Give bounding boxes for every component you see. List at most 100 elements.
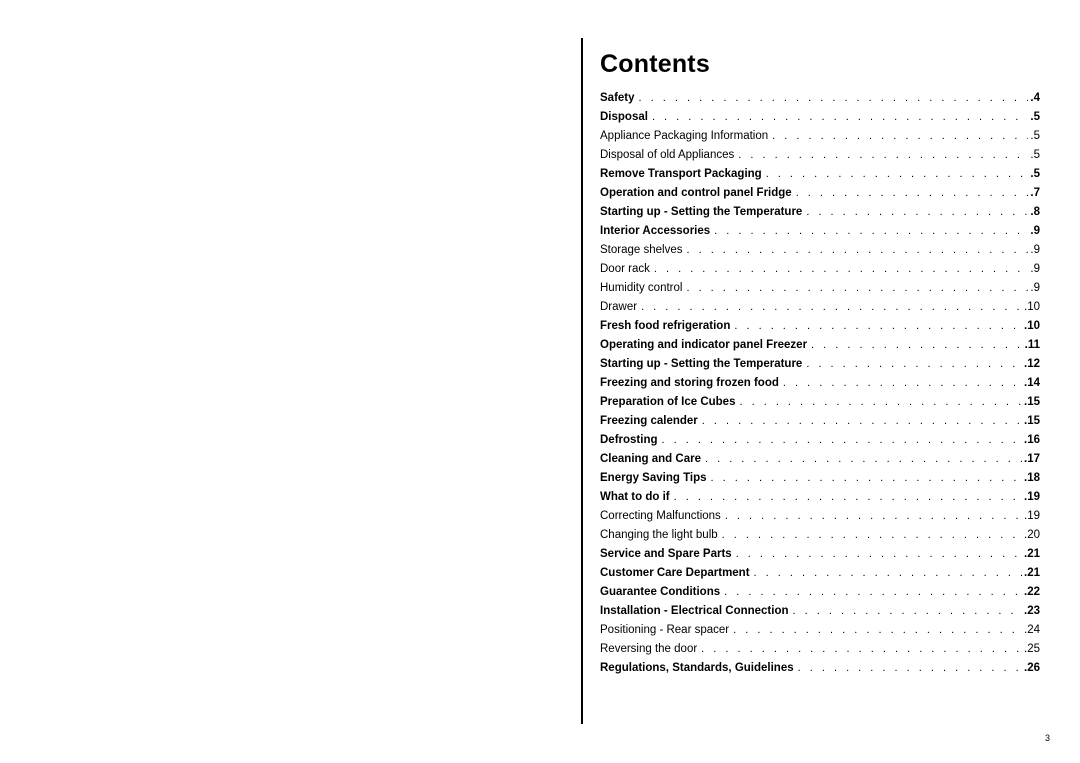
toc-row: Positioning - Rear spacer. . . . . . . .… [600, 625, 1040, 637]
toc-row: Preparation of Ice Cubes. . . . . . . . … [600, 397, 1040, 409]
toc-row: Defrosting. . . . . . . . . . . . . . . … [600, 435, 1040, 447]
toc-leader-dots: . . . . . . . . . . . . . . . . . . . . … [724, 587, 1022, 598]
toc-label: Operating and indicator panel Freezer [600, 340, 811, 352]
page-number: 3 [1045, 733, 1050, 743]
toc-leader-dots: . . . . . . . . . . . . . . . . . . . . … [652, 112, 1028, 123]
toc-page-number: .25 [1022, 644, 1040, 656]
toc-page-number: .9 [1028, 264, 1040, 276]
toc-label: Customer Care Department [600, 568, 754, 580]
toc-row: Cleaning and Care. . . . . . . . . . . .… [600, 454, 1040, 466]
toc-page-number: .4 [1028, 93, 1040, 105]
toc-label: Regulations, Standards, Guidelines [600, 663, 798, 675]
toc-leader-dots: . . . . . . . . . . . . . . . . . . . . … [736, 549, 1022, 560]
toc-leader-dots: . . . . . . . . . . . . . . . . . . . . … [662, 435, 1023, 446]
toc-leader-dots: . . . . . . . . . . . . . . . . . . . . … [811, 340, 1023, 351]
toc-page-number: .21 [1022, 568, 1040, 580]
toc-page-number: .10 [1022, 302, 1040, 314]
toc-leader-dots: . . . . . . . . . . . . . . . . . . . . … [754, 568, 1022, 579]
toc-leader-dots: . . . . . . . . . . . . . . . . . . . . … [702, 416, 1022, 427]
toc-label: Installation - Electrical Connection [600, 606, 793, 618]
toc-leader-dots: . . . . . . . . . . . . . . . . . . . . … [674, 492, 1022, 503]
toc-page-number: .20 [1022, 530, 1040, 542]
toc-page-number: .7 [1028, 188, 1040, 200]
toc-page-number: .19 [1022, 511, 1040, 523]
toc-label: Reversing the door [600, 644, 701, 656]
toc-leader-dots: . . . . . . . . . . . . . . . . . . . . … [739, 397, 1022, 408]
toc-label: Appliance Packaging Information [600, 131, 772, 143]
toc-leader-dots: . . . . . . . . . . . . . . . . . . . . … [711, 473, 1022, 484]
toc-leader-dots: . . . . . . . . . . . . . . . . . . . . … [798, 663, 1022, 674]
toc-page-number: .22 [1022, 587, 1040, 599]
toc-leader-dots: . . . . . . . . . . . . . . . . . . . . … [734, 321, 1022, 332]
toc-row: Appliance Packaging Information. . . . .… [600, 131, 1040, 143]
toc-page-number: .21 [1022, 549, 1040, 561]
toc-row: Energy Saving Tips. . . . . . . . . . . … [600, 473, 1040, 485]
toc-row: Guarantee Conditions. . . . . . . . . . … [600, 587, 1040, 599]
toc-label: Guarantee Conditions [600, 587, 724, 599]
toc-label: Service and Spare Parts [600, 549, 736, 561]
toc-page-number: .5 [1028, 131, 1040, 143]
toc-page-number: .12 [1022, 359, 1040, 371]
toc-page-number: .9 [1028, 226, 1040, 238]
toc-leader-dots: . . . . . . . . . . . . . . . . . . . . … [783, 378, 1022, 389]
toc-label: Drawer [600, 302, 641, 314]
toc-label: Changing the light bulb [600, 530, 722, 542]
toc-row: Disposal of old Appliances. . . . . . . … [600, 150, 1040, 162]
toc-row: Drawer. . . . . . . . . . . . . . . . . … [600, 302, 1040, 314]
toc-page-number: .15 [1022, 416, 1040, 428]
toc-row: Service and Spare Parts. . . . . . . . .… [600, 549, 1040, 561]
toc-leader-dots: . . . . . . . . . . . . . . . . . . . . … [686, 245, 1028, 256]
toc-page-number: .15 [1022, 397, 1040, 409]
toc-row: Correcting Malfunctions. . . . . . . . .… [600, 511, 1040, 523]
toc-leader-dots: . . . . . . . . . . . . . . . . . . . . … [793, 606, 1022, 617]
vertical-rule [581, 38, 583, 724]
toc-page-number: .5 [1028, 150, 1040, 162]
toc-label: Remove Transport Packaging [600, 169, 766, 181]
toc-row: Freezing and storing frozen food. . . . … [600, 378, 1040, 390]
toc-leader-dots: . . . . . . . . . . . . . . . . . . . . … [641, 302, 1022, 313]
toc-page-number: .11 [1023, 340, 1040, 352]
toc-label: Storage shelves [600, 245, 686, 257]
toc-label: Cleaning and Care [600, 454, 705, 466]
toc-page-number: .23 [1022, 606, 1040, 618]
toc-leader-dots: . . . . . . . . . . . . . . . . . . . . … [772, 131, 1028, 142]
toc-row: Safety. . . . . . . . . . . . . . . . . … [600, 93, 1040, 105]
toc-page-number: .5 [1028, 169, 1040, 181]
toc-label: Interior Accessories [600, 226, 714, 238]
toc-row: Freezing calender. . . . . . . . . . . .… [600, 416, 1040, 428]
toc-row: Customer Care Department. . . . . . . . … [600, 568, 1040, 580]
toc-page-number: .19 [1022, 492, 1040, 504]
toc-label: Energy Saving Tips [600, 473, 711, 485]
toc-label: Humidity control [600, 283, 686, 295]
toc-label: Correcting Malfunctions [600, 511, 725, 523]
toc-leader-dots: . . . . . . . . . . . . . . . . . . . . … [705, 454, 1022, 465]
toc-row: Regulations, Standards, Guidelines. . . … [600, 663, 1040, 675]
toc-label: Fresh food refrigeration [600, 321, 734, 333]
toc-leader-dots: . . . . . . . . . . . . . . . . . . . . … [639, 93, 1029, 104]
toc-leader-dots: . . . . . . . . . . . . . . . . . . . . … [725, 511, 1022, 522]
toc-page-number: .14 [1022, 378, 1040, 390]
contents-heading: Contents [600, 50, 1040, 79]
toc-row: Interior Accessories. . . . . . . . . . … [600, 226, 1040, 238]
toc-label: Safety [600, 93, 639, 105]
toc-leader-dots: . . . . . . . . . . . . . . . . . . . . … [766, 169, 1029, 180]
page: Contents Safety. . . . . . . . . . . . .… [0, 0, 1080, 763]
toc-row: Humidity control. . . . . . . . . . . . … [600, 283, 1040, 295]
toc-page-number: .16 [1022, 435, 1040, 447]
toc-row: Changing the light bulb. . . . . . . . .… [600, 530, 1040, 542]
content-area: Contents Safety. . . . . . . . . . . . .… [600, 50, 1040, 682]
table-of-contents: Safety. . . . . . . . . . . . . . . . . … [600, 93, 1040, 682]
toc-row: Starting up - Setting the Temperature. .… [600, 359, 1040, 371]
toc-leader-dots: . . . . . . . . . . . . . . . . . . . . … [738, 150, 1028, 161]
toc-row: Reversing the door. . . . . . . . . . . … [600, 644, 1040, 656]
toc-row: Operation and control panel Fridge. . . … [600, 188, 1040, 200]
toc-row: Storage shelves. . . . . . . . . . . . .… [600, 245, 1040, 257]
toc-page-number: .9 [1028, 283, 1040, 295]
toc-label: What to do if [600, 492, 674, 504]
toc-leader-dots: . . . . . . . . . . . . . . . . . . . . … [733, 625, 1022, 636]
toc-page-number: .9 [1028, 245, 1040, 257]
toc-label: Operation and control panel Fridge [600, 188, 796, 200]
toc-page-number: .8 [1028, 207, 1040, 219]
toc-page-number: .17 [1022, 454, 1040, 466]
toc-label: Door rack [600, 264, 654, 276]
